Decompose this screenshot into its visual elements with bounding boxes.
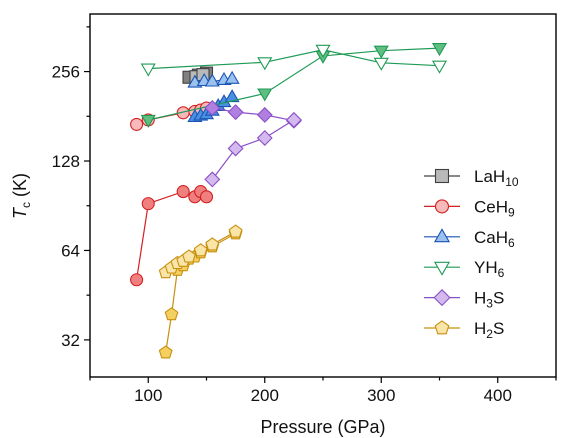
legend-label: CeH9 xyxy=(474,197,515,219)
series-4-point-0-2 xyxy=(256,106,273,123)
legend-marker xyxy=(433,289,451,307)
legend-label-sub: 2 xyxy=(486,327,493,341)
legend-label-tail: S xyxy=(493,289,504,308)
series-1-point-0-1 xyxy=(141,197,155,211)
y-tick-label: 32 xyxy=(61,331,80,350)
series-3-point-1-1 xyxy=(257,57,273,71)
legend-label-main: CaH xyxy=(474,228,508,247)
legend-label-sub: 6 xyxy=(498,266,505,280)
series-4-point-1-1 xyxy=(227,140,244,157)
legend-marker xyxy=(433,228,451,243)
x-tick-label: 400 xyxy=(484,386,512,405)
series-1-point-0-0 xyxy=(130,273,144,287)
series-4-point-1-0 xyxy=(204,171,221,188)
series-4-line-0 xyxy=(212,107,295,122)
legend-item-4: H3S xyxy=(424,289,504,311)
legend-label: LaH10 xyxy=(474,167,519,189)
x-tick-label: 200 xyxy=(251,386,279,405)
legend-item-0: LaH10 xyxy=(424,167,519,189)
legend-label-main: H xyxy=(474,289,486,308)
series-1-point-1-0 xyxy=(130,117,144,131)
y-tick-label: 256 xyxy=(52,63,80,82)
legend-label-sub: 9 xyxy=(508,205,515,219)
series-2-point-0-6 xyxy=(224,89,240,103)
legend-label-sub: 10 xyxy=(505,175,519,189)
y-tick-label: 128 xyxy=(52,152,80,171)
series-4-point-1-3 xyxy=(285,111,302,128)
series-3-point-0-0 xyxy=(140,114,156,128)
series-3-point-1-0 xyxy=(140,63,156,77)
series-5-point-1-6 xyxy=(205,237,220,251)
series-3-point-0-4 xyxy=(431,43,448,57)
x-tick-label: 300 xyxy=(367,386,395,405)
y-axis-title-main: T xyxy=(10,206,30,219)
x-axis-title: Pressure (GPa) xyxy=(260,417,385,437)
series-5 xyxy=(158,224,243,359)
legend-label-sub: 6 xyxy=(508,236,515,250)
legend-label-sub: 3 xyxy=(486,297,493,311)
series-4-point-0-0 xyxy=(204,100,221,116)
legend-item-3: YH6 xyxy=(424,258,505,280)
legend-item-1: CeH9 xyxy=(424,197,515,219)
series-4-point-0-1 xyxy=(227,104,244,121)
series-2-point-1-2 xyxy=(204,73,220,87)
legend-label-tail: S xyxy=(493,319,504,338)
legend-label: H2S xyxy=(474,319,504,341)
series-3-point-0-3 xyxy=(373,45,389,59)
legend-marker xyxy=(434,320,450,335)
series-3-point-0-1 xyxy=(257,88,273,102)
legend-label: YH6 xyxy=(474,258,505,280)
series-4-line-1 xyxy=(211,119,295,180)
legend-marker xyxy=(433,261,451,276)
legend-label: CaH6 xyxy=(474,228,515,250)
series-3 xyxy=(140,43,448,128)
legend-marker xyxy=(434,168,450,184)
series-5-point-1-4 xyxy=(182,249,196,263)
series-5-point-0-1 xyxy=(164,307,179,321)
series-2 xyxy=(187,70,240,123)
series-4 xyxy=(204,100,302,188)
series-3-point-1-4 xyxy=(431,60,448,74)
y-axis-title-sub: c xyxy=(19,202,33,208)
series-1-point-0-2 xyxy=(176,185,190,199)
legend-label: H3S xyxy=(474,289,504,311)
data-layer xyxy=(130,43,448,359)
series-4-point-1-2 xyxy=(256,130,273,146)
legend-label-main: H xyxy=(474,319,486,338)
series-3-point-1-2 xyxy=(315,44,331,58)
legend-item-5: H2S xyxy=(424,319,504,341)
legend-label-main: YH xyxy=(474,258,498,277)
legend-label-main: LaH xyxy=(474,167,505,186)
series-2-point-1-4 xyxy=(224,70,240,84)
y-tick-label: 64 xyxy=(61,241,80,260)
x-tick-label: 100 xyxy=(134,386,162,405)
series-5-point-1-5 xyxy=(193,243,208,257)
y-axis-title-unit: (K) xyxy=(10,173,30,202)
series-5-point-0-0 xyxy=(158,345,173,359)
legend-label-main: CeH xyxy=(474,197,508,216)
series-5-point-1-7 xyxy=(228,224,243,238)
y-axis-title: Tc (K) xyxy=(10,173,33,219)
series-1-point-0-5 xyxy=(199,190,214,204)
series-3-point-1-3 xyxy=(373,57,389,71)
legend-marker xyxy=(434,199,450,214)
legend-item-2: CaH6 xyxy=(424,228,515,250)
